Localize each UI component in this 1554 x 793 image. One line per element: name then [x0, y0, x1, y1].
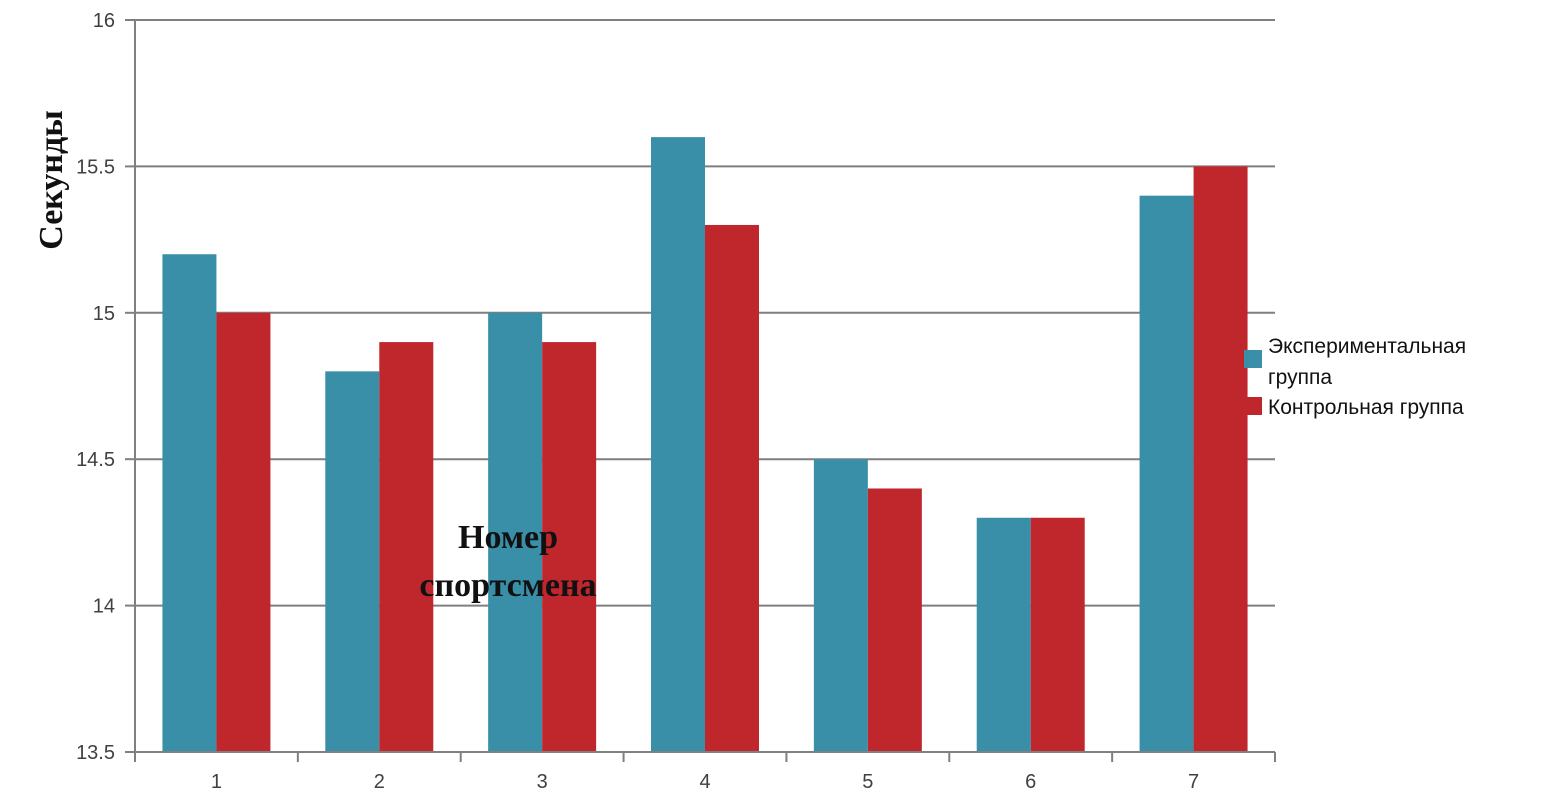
legend-label-experimental-line-2: группа [1268, 366, 1332, 389]
bar-control-2 [379, 342, 434, 752]
legend-label-control: Контрольная группа [1268, 396, 1464, 419]
y-tick-label: 14.5 [76, 449, 115, 471]
bar-experimental-2 [325, 371, 380, 752]
y-tick-label: 14 [93, 596, 115, 618]
bar-control-6 [1030, 517, 1085, 752]
bar-experimental-1 [162, 254, 217, 753]
y-tick-label: 13.5 [76, 742, 115, 764]
bar-control-7 [1193, 166, 1248, 752]
annotation-line-2: спортсмена [419, 567, 596, 604]
axes [134, 20, 1275, 753]
x-tick-label: 3 [537, 771, 548, 793]
legend: Экспериментальная группа Контрольная гру… [1244, 335, 1466, 419]
bar-control-3 [542, 342, 597, 752]
y-tick-label: 15.5 [76, 156, 115, 178]
bar-experimental-5 [813, 459, 868, 752]
x-tick-label: 2 [374, 771, 385, 793]
bar-experimental-3 [488, 312, 543, 752]
x-tick-label: 5 [862, 771, 873, 793]
bar-experimental-7 [1139, 195, 1194, 752]
annotation-line-1: Номер [458, 519, 558, 556]
y-tick-labels: 13.5 14 14.5 15 15.5 16 [76, 10, 135, 764]
x-tick-label: 1 [211, 771, 222, 793]
x-tick-label: 4 [699, 771, 710, 793]
bar-experimental-4 [651, 137, 705, 752]
legend-swatch-control [1244, 397, 1262, 415]
bar-control-5 [867, 488, 922, 752]
bar-experimental-6 [976, 517, 1031, 752]
legend-label-experimental-line-1: Экспериментальная [1268, 335, 1466, 358]
y-tick-label: 15 [93, 303, 115, 325]
bar-control-1 [216, 312, 271, 752]
x-tick-label: 6 [1025, 771, 1036, 793]
bar-control-4 [705, 224, 759, 752]
y-axis-label: Секунды [33, 110, 70, 250]
bars [162, 137, 1248, 753]
x-tick-label: 7 [1188, 771, 1199, 793]
legend-swatch-experimental [1244, 350, 1262, 368]
x-tick-labels: 1 2 3 4 5 6 7 [134, 752, 1276, 793]
y-tick-label: 16 [93, 10, 115, 32]
